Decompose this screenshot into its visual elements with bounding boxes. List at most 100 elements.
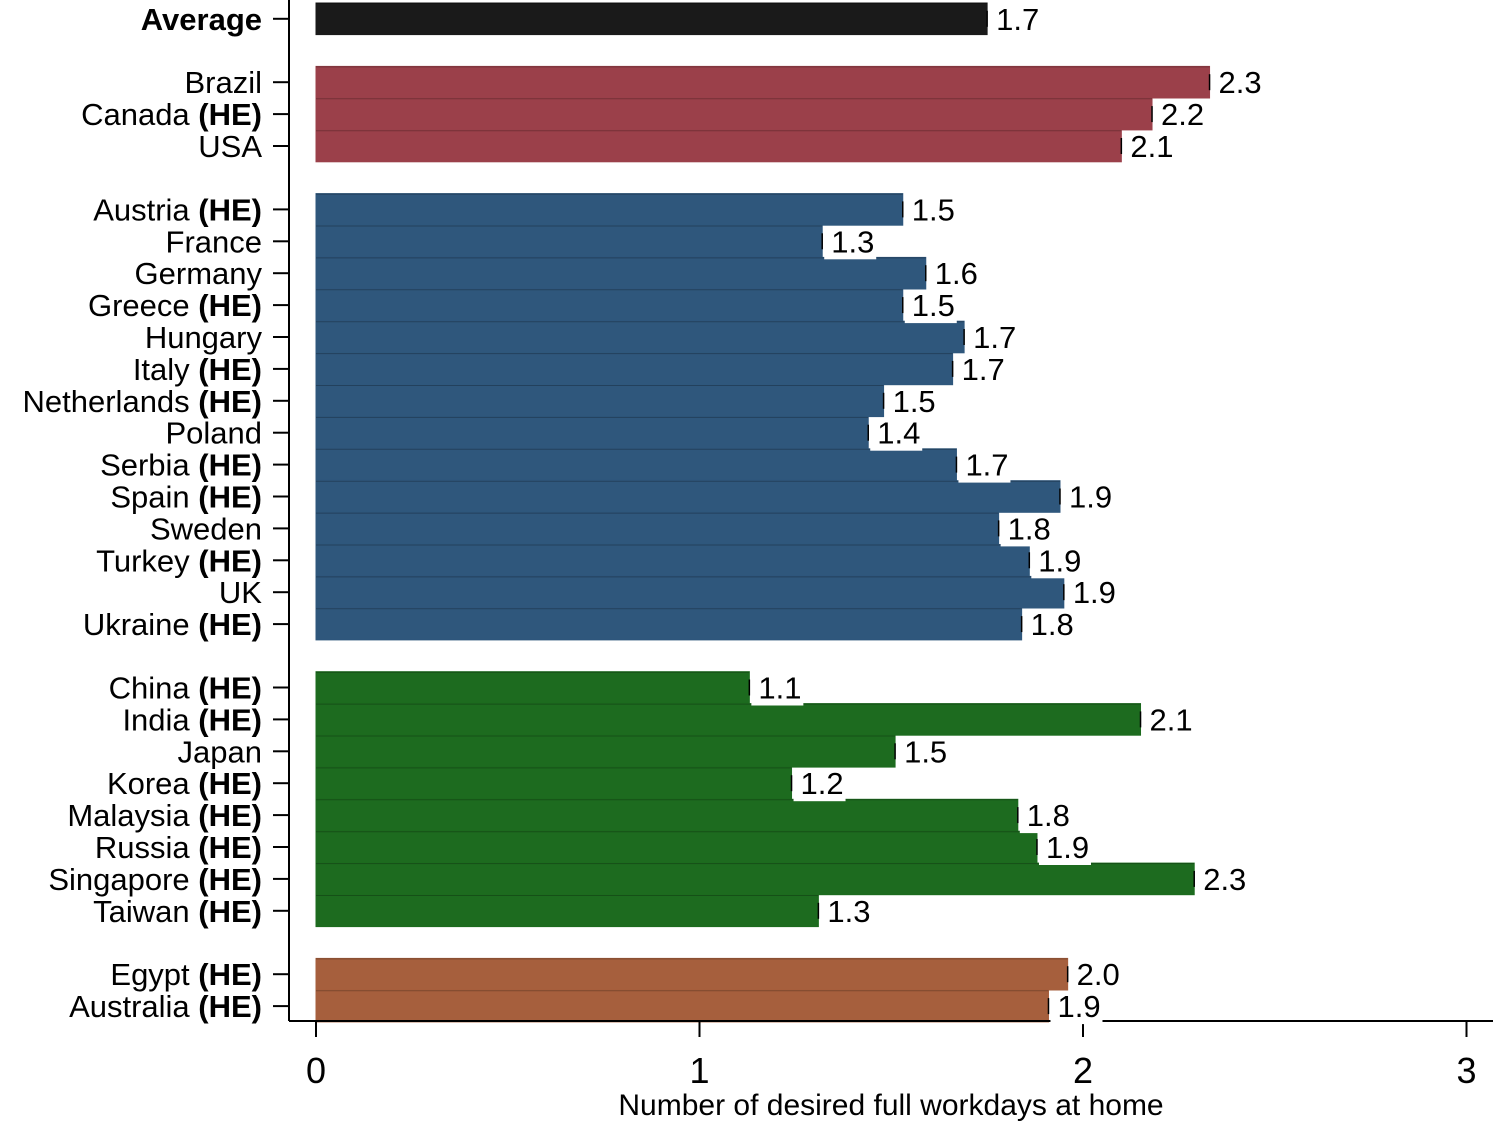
bar [315, 957, 1069, 991]
bar [315, 735, 896, 768]
category-label: Taiwan (HE) [93, 894, 262, 929]
bar [315, 256, 927, 290]
category-label: Italy (HE) [133, 352, 262, 387]
bar [315, 97, 1153, 131]
x-tick-label: 3 [1456, 1050, 1476, 1091]
bar [315, 862, 1195, 896]
category-label: Turkey (HE) [96, 543, 262, 578]
he-marker: (HE) [190, 543, 262, 578]
category-label: Poland [165, 416, 262, 451]
category-name: Netherlands [23, 384, 190, 419]
category-label: Singapore (HE) [48, 862, 262, 897]
category-label: Netherlands (HE) [23, 384, 262, 419]
category-name: Taiwan [93, 894, 190, 929]
bar [315, 416, 869, 449]
value-label: 1.7 [996, 2, 1039, 37]
bar [315, 352, 954, 386]
category-name: Turkey [96, 543, 190, 578]
category-label: Ukraine (HE) [83, 607, 262, 642]
he-marker: (HE) [190, 607, 262, 642]
category-name: Austria [93, 192, 190, 227]
x-tick-label: 0 [306, 1050, 326, 1091]
bar [315, 703, 1142, 736]
category-name: Russia [95, 830, 191, 865]
category-label: Austria (HE) [93, 192, 262, 227]
category-label: Brazil [184, 65, 262, 100]
bar [315, 607, 1023, 641]
value-label: 1.1 [758, 671, 801, 706]
category-label: Hungary [145, 320, 263, 355]
category-label: Egypt (HE) [110, 957, 262, 992]
x-axis-title: Number of desired full workdays at home [618, 1089, 1163, 1122]
category-label: Sweden [150, 511, 262, 546]
he-marker: (HE) [190, 192, 262, 227]
value-label: 2.0 [1077, 957, 1120, 992]
category-name: Malaysia [67, 798, 190, 833]
category-name: Canada [81, 97, 190, 132]
category-label: UK [219, 575, 262, 610]
value-label-bg [793, 770, 846, 802]
category-name: USA [198, 129, 262, 164]
bar [315, 129, 1122, 163]
he-marker: (HE) [190, 798, 262, 833]
value-label-bg [904, 292, 957, 324]
category-name: UK [219, 575, 262, 610]
bar [315, 575, 1065, 609]
category-name: Average [141, 2, 262, 37]
category-label: Average [141, 2, 262, 37]
value-label-bg [1023, 611, 1076, 643]
category-name: Ukraine [83, 607, 190, 642]
value-label: 1.3 [827, 894, 870, 929]
value-label: 1.7 [973, 320, 1016, 355]
category-name: China [109, 671, 191, 706]
bar [315, 989, 1049, 1023]
category-name: Hungary [145, 320, 263, 355]
value-label-bg [1123, 133, 1176, 164]
category-name: Spain [110, 480, 189, 515]
value-label: 1.6 [935, 256, 978, 291]
category-name: Singapore [48, 862, 189, 897]
value-label-bg [1050, 993, 1103, 1025]
value-label: 1.8 [1008, 511, 1051, 546]
he-marker: (HE) [190, 702, 262, 737]
he-marker: (HE) [190, 288, 262, 323]
he-marker: (HE) [190, 480, 262, 515]
value-label: 1.5 [912, 288, 955, 323]
value-label: 1.5 [904, 734, 947, 769]
he-marker: (HE) [190, 448, 262, 483]
category-name: Poland [165, 416, 262, 451]
category-label: Australia (HE) [69, 989, 262, 1024]
category-label: Serbia (HE) [100, 448, 262, 483]
x-tick-label: 1 [689, 1050, 709, 1091]
value-label: 1.9 [1073, 575, 1116, 610]
bar [315, 512, 1000, 545]
category-name: Japan [178, 734, 262, 769]
category-name: Australia [69, 989, 190, 1024]
bar [315, 288, 904, 322]
value-label-bg [1069, 961, 1122, 993]
he-marker: (HE) [190, 384, 262, 419]
category-name: Greece [88, 288, 190, 323]
value-label: 2.1 [1130, 129, 1173, 164]
value-label-bg [1031, 547, 1084, 579]
bars-layer [315, 2, 1211, 1023]
value-label-bg [989, 5, 1042, 37]
he-marker: (HE) [190, 830, 262, 865]
bar [315, 2, 988, 36]
he-marker: (HE) [190, 352, 262, 387]
he-marker: (HE) [190, 766, 262, 801]
bar [315, 766, 793, 800]
he-marker: (HE) [190, 97, 262, 132]
value-label: 1.3 [831, 224, 874, 259]
bar [315, 671, 750, 704]
category-label: Greece (HE) [88, 288, 262, 323]
category-label: USA [198, 129, 262, 164]
category-label: Germany [135, 256, 263, 291]
value-label: 1.9 [1057, 989, 1100, 1024]
x-tick-label: 2 [1073, 1050, 1093, 1091]
value-label: 1.9 [1069, 480, 1112, 515]
value-label-bg [1196, 865, 1249, 897]
value-label-bg [1019, 802, 1072, 834]
value-label: 1.9 [1046, 830, 1089, 865]
category-label: Canada (HE) [81, 97, 262, 132]
